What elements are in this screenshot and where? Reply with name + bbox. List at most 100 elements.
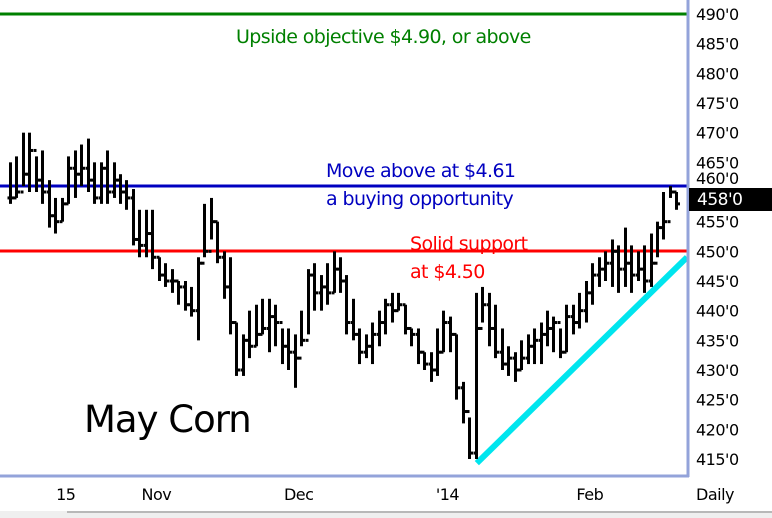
ohlc-bar: [667, 186, 674, 224]
y-tick-label: 420'0: [696, 420, 739, 439]
ohlc-bar: [428, 352, 435, 382]
y-tick-label: 490'0: [696, 5, 739, 24]
ohlc-bar: [589, 263, 596, 305]
objective-annotation: Upside objective $4.90, or above: [236, 26, 531, 48]
ohlc-bar: [440, 310, 447, 354]
ohlc-bar: [331, 251, 338, 295]
ohlc-bar: [369, 322, 376, 365]
ohlc-bar: [356, 328, 363, 365]
ohlc-bar: [65, 156, 72, 206]
ohlc-bar: [266, 298, 273, 353]
ohlc-bar: [233, 321, 240, 376]
ohlc-bar: [421, 350, 428, 370]
ohlc-bar: [298, 310, 305, 360]
ohlc-bar: [622, 227, 629, 287]
ohlc-bar: [563, 304, 570, 354]
y-tick-label: 475'0: [696, 94, 739, 113]
last-price-label: 458'0: [697, 190, 742, 210]
ohlc-bar: [505, 346, 512, 376]
ohlc-bar: [149, 209, 156, 270]
ohlc-bar: [460, 381, 467, 424]
ohlc-bar: [272, 304, 279, 347]
ohlc-bar: [208, 197, 215, 253]
ohlc-bar: [473, 292, 480, 459]
y-tick-label: 435'0: [696, 331, 739, 350]
resistance-annotation: a buying opportunity: [326, 188, 513, 210]
ohlc-bar: [104, 150, 111, 204]
ohlc-bar: [583, 281, 590, 323]
y-tick-label: 440'0: [696, 302, 739, 321]
ohlc-bar: [285, 328, 292, 370]
x-tick-label: Nov: [141, 485, 171, 504]
ohlc-bar: [609, 239, 616, 287]
ohlc-bar: [648, 233, 655, 287]
ohlc-bar: [550, 316, 557, 353]
ohlc-bar: [279, 321, 286, 365]
ohlc-bar: [531, 328, 538, 365]
ohlc-bar: [182, 281, 189, 311]
chart-title: May Corn: [84, 398, 251, 441]
ohlc-bar: [188, 286, 195, 317]
y-tick-label: 480'0: [696, 64, 739, 83]
ohlc-bar: [175, 279, 182, 305]
ohlc-bar: [195, 257, 202, 341]
ohlc-bar: [123, 180, 130, 210]
ohlc-bar: [214, 220, 221, 264]
ohlc-bar: [259, 298, 266, 336]
ohlc-bar: [486, 292, 493, 347]
ohlc-bar: [292, 334, 299, 388]
ohlc-bar: [596, 257, 603, 287]
x-tick-label: '14: [436, 485, 460, 504]
ohlc-bar: [240, 334, 247, 376]
support-annotation: Solid support: [410, 233, 528, 255]
ohlc-bar: [673, 190, 680, 210]
ohlc-bar: [130, 189, 137, 246]
ohlc-bar: [512, 352, 519, 382]
ohlc-bar: [72, 150, 79, 198]
ohlc-bar: [570, 304, 577, 335]
ohlc-bar: [91, 162, 98, 204]
ohlc-bar: [305, 269, 312, 342]
ohlc-bar: [395, 292, 402, 313]
ohlc-bar: [492, 304, 499, 359]
y-tick-label: 415'0: [696, 450, 739, 469]
ohlc-bar: [311, 263, 318, 311]
y-tick-label: 425'0: [696, 391, 739, 410]
ohlc-bar: [143, 209, 150, 258]
ohlc-bar: [641, 245, 648, 293]
ohlc-bar: [98, 162, 105, 204]
y-tick-label: 445'0: [696, 272, 739, 291]
y-tick-label: 465'0: [696, 153, 739, 172]
ohlc-bar: [337, 257, 344, 293]
ohlc-bar: [363, 334, 370, 359]
ohlc-bar: [26, 132, 33, 192]
scrollbar-track[interactable]: [0, 511, 772, 518]
ohlc-bar: [654, 221, 661, 265]
x-tick-label: Dec: [284, 485, 313, 504]
ohlc-bar: [518, 340, 525, 372]
ohlc-bar: [376, 310, 383, 347]
ohlc-bar: [447, 316, 454, 353]
ohlc-bar: [33, 148, 40, 192]
ohlc-bar: [111, 162, 118, 198]
y-tick-label: 450'0: [696, 242, 739, 261]
ohlc-bar: [408, 326, 415, 347]
x-tick-label: 15: [56, 485, 75, 504]
y-tick-label: 460'0: [696, 169, 739, 188]
ohlc-bar: [156, 255, 163, 281]
last-price-box: [689, 188, 772, 211]
ohlc-bar: [538, 322, 545, 365]
ohlc-bar: [415, 328, 422, 365]
ohlc-bar: [59, 197, 66, 224]
ohlc-bar: [402, 303, 409, 335]
ohlc-bar: [324, 263, 331, 305]
ohlc-bar: [382, 298, 389, 335]
ohlc-bar: [576, 292, 583, 329]
ohlc-bar: [227, 257, 234, 335]
ohlc-bar: [350, 298, 357, 341]
y-tick-label: 455'0: [696, 213, 739, 232]
ohlc-bar: [253, 304, 260, 348]
ohlc-bar: [221, 251, 228, 299]
y-tick-label: 470'0: [696, 124, 739, 143]
